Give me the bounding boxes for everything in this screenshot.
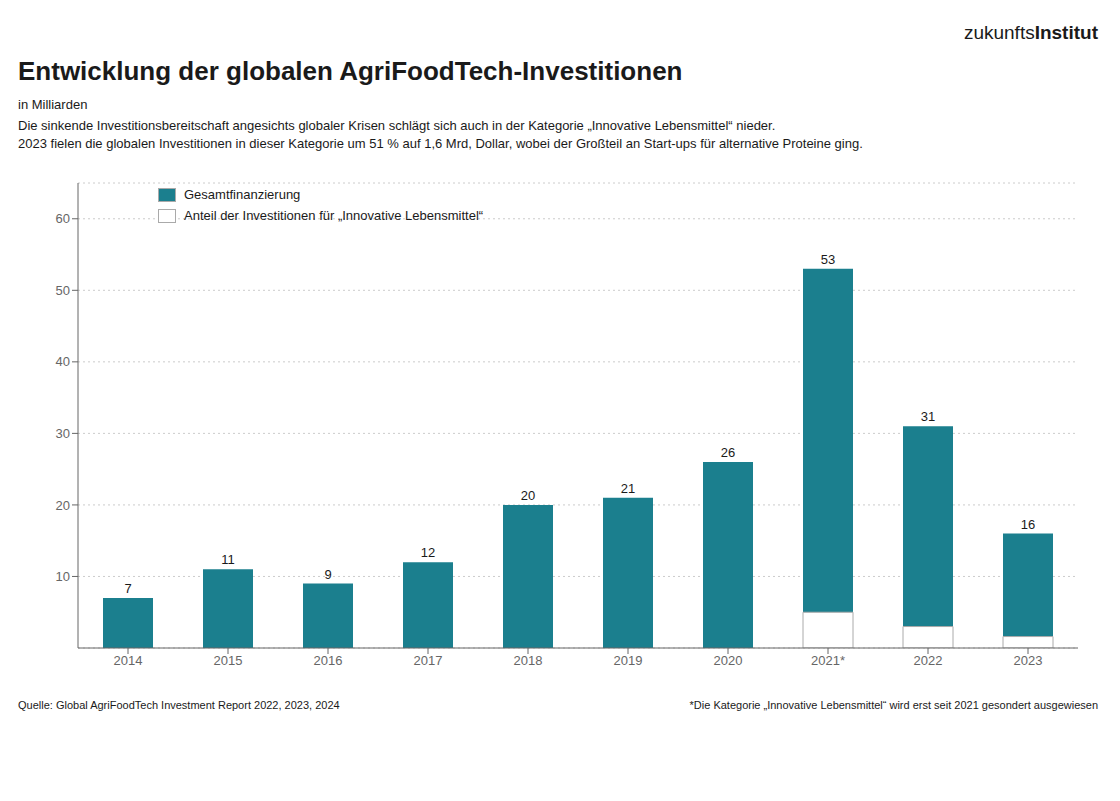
svg-text:2022: 2022 <box>914 653 943 668</box>
svg-text:11: 11 <box>221 552 235 567</box>
svg-text:16: 16 <box>1021 517 1035 532</box>
html-text:Die sinkende Investitionsberei: Die sinkende Investitionsbereitschaft an… <box>18 118 776 133</box>
svg-text:10: 10 <box>56 569 70 584</box>
html-text:in Milliarden: in Milliarden <box>18 97 88 112</box>
svg-text:40: 40 <box>56 354 70 369</box>
svg-text:60: 60 <box>56 211 70 226</box>
svg-text:21: 21 <box>621 481 635 496</box>
svg-text:31: 31 <box>921 409 935 424</box>
svg-text:2020: 2020 <box>714 653 743 668</box>
svg-text:2016: 2016 <box>314 653 343 668</box>
svg-text:9: 9 <box>324 567 331 582</box>
svg-text:2019: 2019 <box>614 653 643 668</box>
svg-text:2017: 2017 <box>414 653 443 668</box>
svg-text:2021*: 2021* <box>811 653 845 668</box>
html-text:2023 fielen die globalen Inves: 2023 fielen die globalen Investitionen i… <box>18 136 863 151</box>
svg-text:26: 26 <box>721 445 735 460</box>
svg-text:20: 20 <box>521 488 535 503</box>
svg-text:2018: 2018 <box>514 653 543 668</box>
svg-text:20: 20 <box>56 498 70 513</box>
svg-text:30: 30 <box>56 426 70 441</box>
html-text:Quelle: Global AgriFoodTech In: Quelle: Global AgriFoodTech Investment R… <box>18 699 340 711</box>
svg-text:50: 50 <box>56 283 70 298</box>
html-text:Gesamtfinanzierung: Gesamtfinanzierung <box>184 187 301 202</box>
svg-text:12: 12 <box>421 545 435 560</box>
svg-text:53: 53 <box>821 252 835 267</box>
svg-text:2023: 2023 <box>1014 653 1043 668</box>
svg-text:7: 7 <box>124 581 131 596</box>
html-text:Entwicklung der globalen AgriF: Entwicklung der globalen AgriFoodTech-In… <box>18 56 683 86</box>
svg-text:2014: 2014 <box>114 653 143 668</box>
html-text:Anteil der Investitionen für „: Anteil der Investitionen für „Innovative… <box>184 208 484 223</box>
html-text:zukunfts Institut: zukunfts Institut <box>963 22 1098 43</box>
svg-text:2015: 2015 <box>214 653 243 668</box>
html-text:*Die Kategorie „Innovative Leb: *Die Kategorie „Innovative Lebensmittel“… <box>689 699 1098 711</box>
